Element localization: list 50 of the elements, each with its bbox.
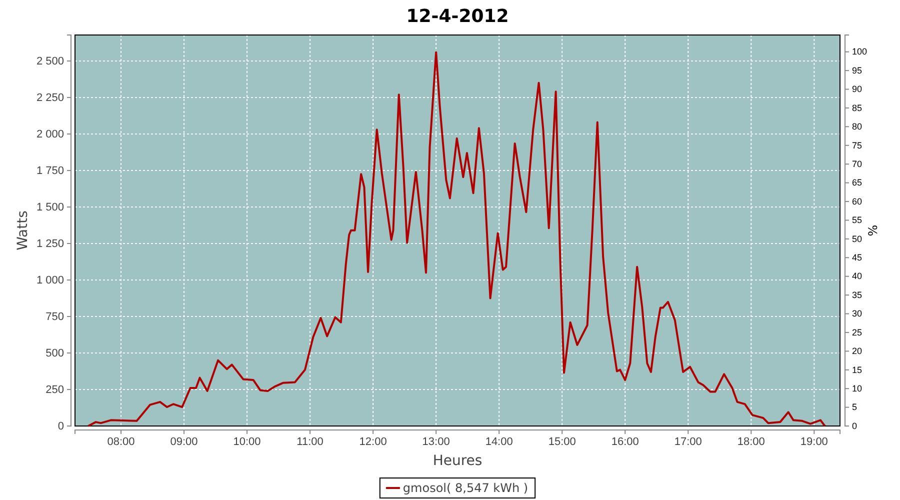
x-tick-label: 16:00 — [611, 436, 639, 448]
y2-tick-label: 50 — [852, 234, 862, 244]
y2-tick-label: 45 — [852, 252, 862, 263]
x-tick-label: 17:00 — [674, 436, 702, 448]
y2-tick-label: 80 — [852, 122, 862, 132]
y-axis-title: Watts — [15, 210, 31, 250]
y2-tick-label: 5 — [852, 402, 858, 412]
y-tick-label: 1 250 — [36, 238, 64, 250]
x-tick-label: 14:00 — [485, 436, 513, 448]
y2-tick-label: 35 — [852, 290, 862, 300]
y2-tick-label: 20 — [852, 346, 862, 356]
y2-tick-label: 95 — [852, 65, 862, 76]
x-tick-label: 11:00 — [296, 436, 324, 448]
y2-tick-label: 55 — [852, 215, 862, 226]
y2-tick-label: 0 — [852, 420, 858, 431]
y2-tick-label: 10 — [852, 383, 862, 394]
chart-title: 12-4-2012 — [406, 6, 509, 27]
y2-tick-label: 15 — [852, 364, 862, 375]
y-tick-label: 250 — [46, 384, 64, 396]
y-tick-label: 2 500 — [36, 56, 64, 68]
x-tick-label: 15:00 — [548, 436, 576, 448]
x-tick-label: 18:00 — [737, 436, 765, 448]
y2-tick-label: 60 — [852, 196, 862, 206]
line-series — [87, 51, 826, 427]
y2-tick-label: 30 — [852, 308, 862, 319]
y-tick-label: 750 — [46, 311, 64, 324]
y2-tick-label: 90 — [852, 84, 862, 94]
y2-tick-label: 25 — [852, 327, 862, 338]
y2-axis-title: % — [866, 224, 880, 236]
y-tick-label: 1 000 — [36, 274, 64, 287]
x-tick-label: 13:00 — [422, 436, 450, 448]
x-tick-label: 12:00 — [359, 436, 387, 448]
y-tick-label: 500 — [46, 348, 64, 360]
y2-tick-label: 70 — [852, 158, 862, 169]
y-tick-label: 2 000 — [36, 128, 64, 141]
x-tick-label: 09:00 — [170, 436, 198, 448]
x-tick-label: 19:00 — [800, 436, 828, 448]
y2-tick-label: 100 — [852, 46, 868, 57]
x-tick-label: 08:00 — [107, 436, 135, 448]
y2-tick-label: 85 — [852, 102, 862, 113]
y-tick-label: 1 500 — [36, 202, 64, 214]
legend-label: gmosol( 8,547 kWh ) — [402, 481, 528, 495]
y2-tick-label: 75 — [852, 140, 862, 150]
y-tick-label: 2 250 — [36, 92, 64, 104]
y2-tick-label: 40 — [852, 271, 862, 282]
y2-tick-label: 65 — [852, 178, 862, 188]
y-tick-label: 1 750 — [36, 165, 64, 178]
x-tick-label: 10:00 — [233, 436, 261, 448]
y-tick-label: 0 — [58, 420, 64, 433]
x-axis-title: Heures — [432, 453, 482, 469]
